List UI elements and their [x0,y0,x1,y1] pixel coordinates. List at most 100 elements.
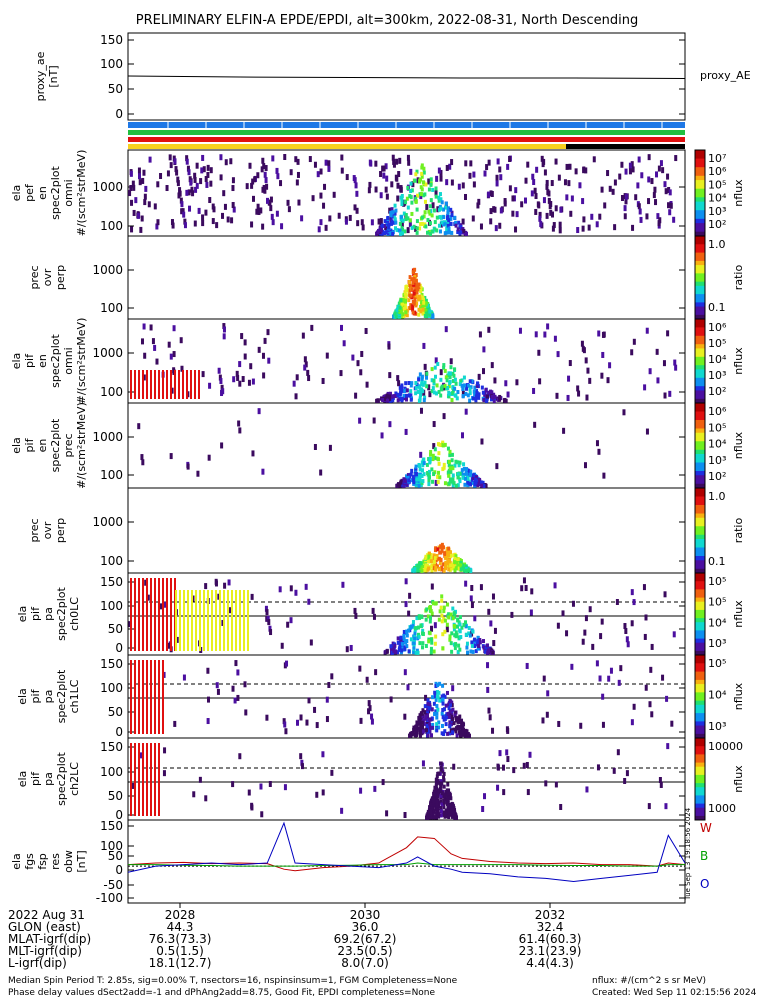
colorbar-segment [695,505,705,510]
spectrogram-cell [450,458,454,463]
spectrogram-cell [451,616,455,621]
spectrogram-noise-cell [445,626,449,633]
spectrogram-cell [467,568,471,573]
spectrogram-cell [478,479,482,484]
spectrogram-cell [457,620,461,625]
spectrogram-cell [427,639,431,644]
spectrogram-noise-cell [421,760,425,767]
spectrogram-noise-cell [566,394,570,401]
spectrogram-cell [452,808,456,813]
spectrogram-noise-cell [327,165,331,172]
spectrogram-cell [415,732,419,737]
y-axis-label: ela [10,437,23,454]
spectrogram-cell [400,648,404,653]
spectrogram-noise-cell [201,220,205,227]
spectrogram-noise-cell [407,159,411,166]
spectrogram-cell [439,784,443,789]
spectrogram-cell [455,560,459,565]
spectrogram-noise-cell [359,717,363,724]
spectrogram-noise-cell [392,161,396,168]
colorbar-segment [695,319,705,324]
spectrogram-cell [437,725,441,730]
spectrogram-noise-cell [207,696,211,703]
y-axis-label: proxy_ae [34,51,47,101]
spectrogram-cell [411,731,415,736]
spectrogram-noise-cell [367,187,371,194]
spectrogram-cell [406,216,410,221]
spectrogram-noise-cell [659,781,663,788]
spectrogram-cell [408,733,412,738]
spectrogram-noise-cell [666,330,670,337]
spectrogram-noise-cell [230,217,234,224]
spectrogram-cell [421,311,425,316]
spectrogram-noise-cell [236,694,240,701]
colorbar-tick-label: 10⁵ [708,596,726,609]
spectrogram-cell [450,213,454,218]
spectrogram-noise-cell [556,351,560,358]
spectrogram-noise-cell [128,621,132,628]
y-axis-label: en [36,186,49,200]
spectrogram-cell [444,808,448,813]
spectrogram-cell [446,788,450,793]
spectrogram-noise-cell [186,463,190,470]
spectrogram-cell [451,477,455,482]
spectrogram-cell [442,363,446,368]
spectrogram-cell [429,609,433,614]
spectrogram-cell [435,799,439,804]
spectrogram-cell [466,476,470,481]
spectrogram-cell [389,213,393,218]
spectrogram-cell [432,789,436,794]
spectrogram-cell [434,815,438,820]
spectrogram-noise-cell [319,469,323,476]
spectrogram-noise-cell [372,417,376,424]
spectrogram-cell [441,646,445,651]
spectrogram-noise-cell [261,468,265,475]
spectrogram-noise-cell [526,161,530,168]
spectrogram-cell [456,390,460,395]
spectrogram-noise-cell [489,218,493,225]
spectrogram-cell [418,467,422,472]
spectrogram-noise-cell [315,722,319,729]
spectrogram-cell [440,443,444,448]
spectrogram-noise-cell [301,332,305,339]
spectrogram-noise-cell [268,780,272,787]
spectrogram-cell [418,179,422,184]
x-axis-cell: 23.5(0.5) [337,944,392,958]
y-tick-label: 150 [100,657,123,671]
spectrogram-cell [424,298,428,303]
spectrogram-noise-cell [591,643,595,650]
spectrogram-cell [449,722,453,727]
spectrogram-cell [402,633,406,638]
spectrogram-cell [447,731,451,736]
spectrogram-cell [400,215,404,220]
spectrogram-noise-cell [667,186,671,193]
spectrogram-noise-cell [630,161,634,168]
colorbar-segment [695,348,705,354]
spectrogram-cell [446,807,450,812]
spectrogram-noise-cell [495,463,499,470]
spectrogram-noise-cell [284,728,288,735]
spectrogram-cell [429,637,433,642]
spectrogram-cell [447,391,451,396]
spectrogram-noise-cell [613,179,617,186]
spectrogram-noise-cell [307,598,311,605]
spectrogram-cell [427,814,431,819]
colorbar-segment [695,577,705,582]
spectrogram-noise-cell [636,182,640,189]
spectrogram-noise-cell [608,362,612,369]
spectrogram-noise-cell [505,749,509,756]
spectrogram-cell [431,557,435,562]
spectrogram-cell [451,806,455,811]
spectrogram-cell [422,398,426,403]
spectrogram-cell [400,197,404,202]
spectrogram-noise-cell [231,185,235,192]
colorbar-segment [695,361,705,366]
spectrogram-cell [383,219,387,224]
spectrogram-cell [396,640,400,645]
spectrogram-cell [466,732,470,737]
spectrogram-cell [415,230,419,235]
spectrogram-noise-cell [198,776,202,783]
spectrogram-noise-cell [153,203,157,210]
spectrogram-cell [440,791,444,796]
spectrogram-cell [446,711,450,716]
